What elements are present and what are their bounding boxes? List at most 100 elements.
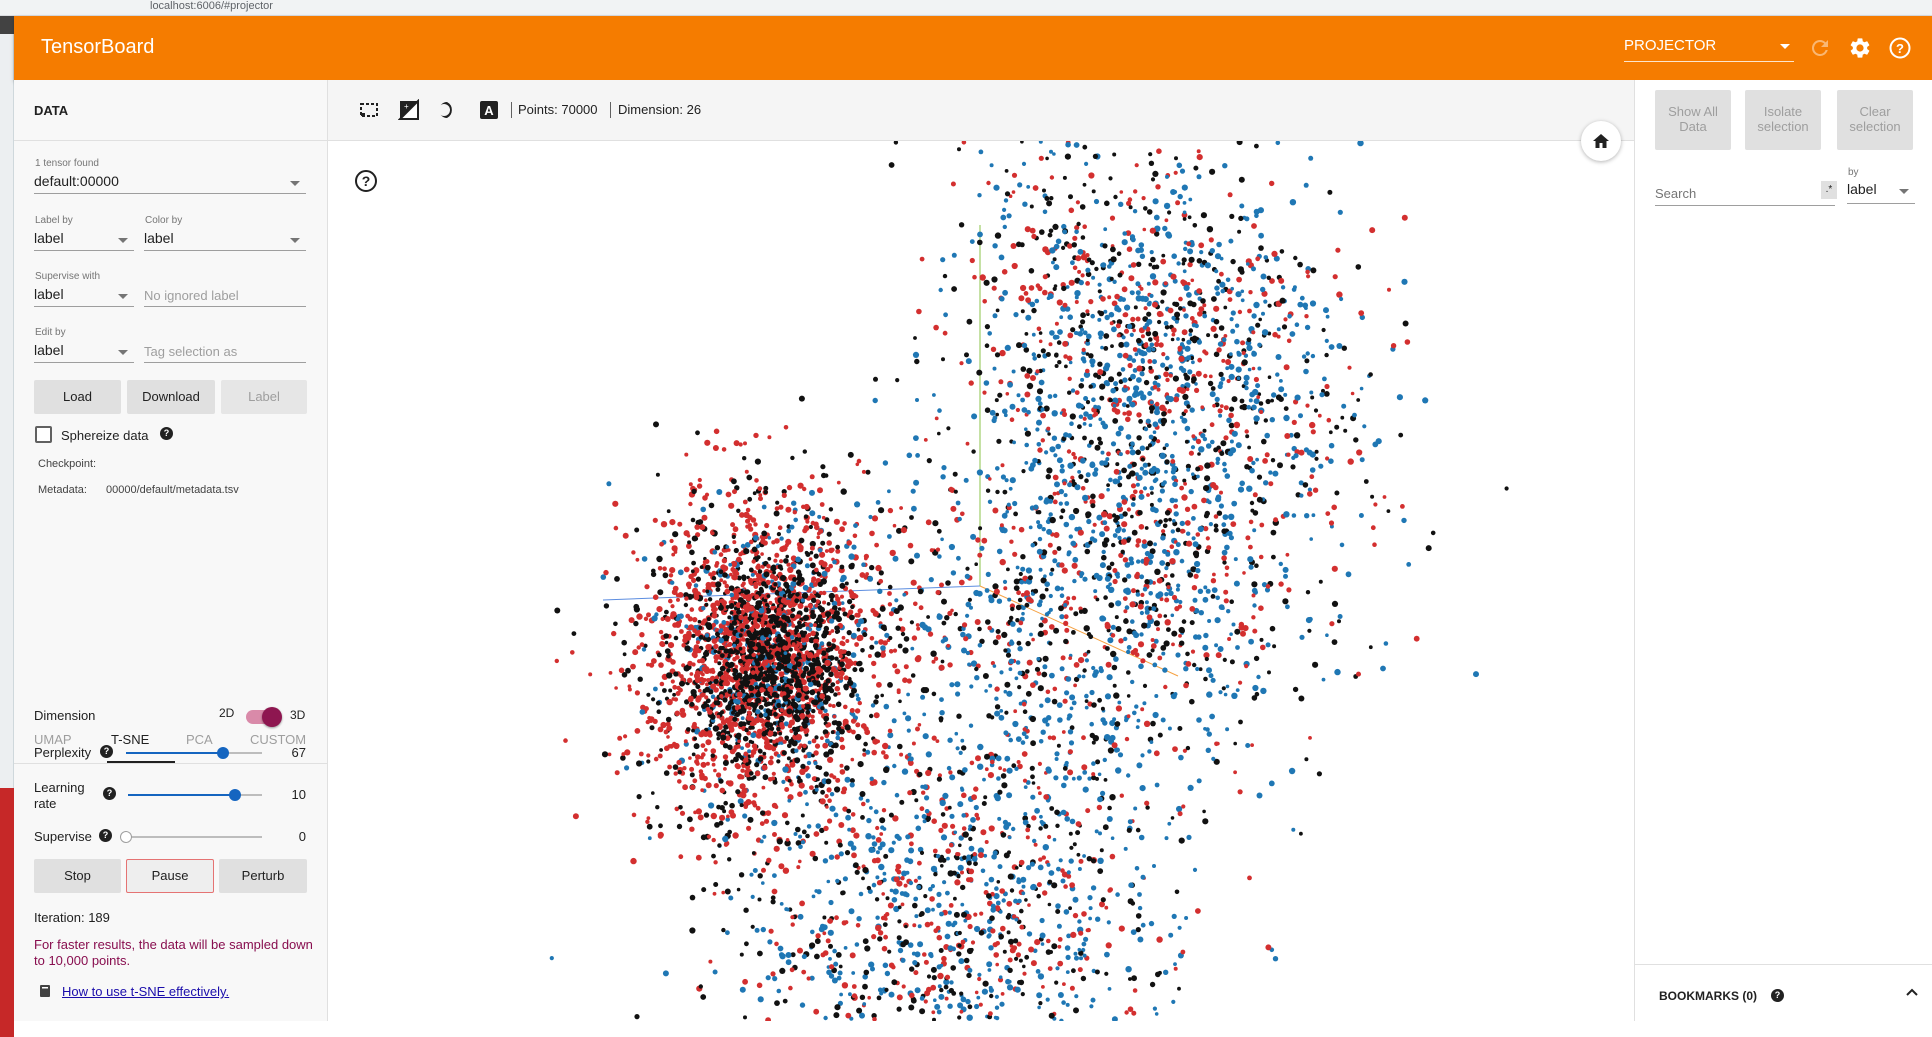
embedding-point[interactable] [899, 800, 904, 805]
embedding-point[interactable] [1405, 339, 1411, 345]
embedding-point[interactable] [1039, 568, 1043, 572]
embedding-point[interactable] [767, 557, 771, 561]
embedding-point[interactable] [1150, 228, 1156, 234]
embedding-point[interactable] [1225, 566, 1230, 571]
embedding-point[interactable] [875, 651, 881, 657]
embedding-point[interactable] [1196, 371, 1202, 377]
embedding-point[interactable] [1126, 404, 1130, 408]
embedding-point[interactable] [631, 550, 635, 554]
embedding-point[interactable] [722, 565, 728, 571]
embedding-point[interactable] [646, 612, 651, 617]
embedding-point[interactable] [1128, 363, 1133, 368]
embedding-point[interactable] [1026, 567, 1032, 573]
embedding-point[interactable] [833, 692, 837, 696]
embedding-point[interactable] [954, 681, 960, 687]
embedding-point[interactable] [1082, 495, 1088, 501]
embedding-point[interactable] [1100, 263, 1105, 268]
embedding-point[interactable] [1329, 430, 1333, 434]
embedding-point[interactable] [772, 832, 777, 837]
embedding-point[interactable] [815, 788, 819, 792]
embedding-point[interactable] [692, 778, 697, 783]
embedding-point[interactable] [718, 638, 724, 644]
embedding-point[interactable] [1079, 280, 1084, 285]
tab-tsne[interactable]: T-SNE [111, 732, 149, 747]
embedding-point[interactable] [821, 633, 827, 639]
embedding-point[interactable] [1211, 386, 1216, 391]
embedding-point[interactable] [1082, 577, 1087, 582]
embedding-point[interactable] [1214, 285, 1219, 290]
embedding-point[interactable] [1229, 214, 1234, 219]
embedding-point[interactable] [703, 651, 709, 657]
embedding-point[interactable] [868, 654, 872, 658]
embedding-point[interactable] [1151, 348, 1155, 352]
embedding-point[interactable] [1159, 560, 1165, 566]
embedding-point[interactable] [753, 803, 758, 808]
embedding-point[interactable] [797, 614, 801, 618]
embedding-point[interactable] [1007, 503, 1011, 507]
embedding-point[interactable] [913, 435, 919, 441]
embedding-point[interactable] [745, 762, 749, 766]
embedding-point[interactable] [1061, 783, 1067, 789]
embedding-point[interactable] [759, 589, 764, 594]
embedding-point[interactable] [1164, 203, 1170, 209]
embedding-point[interactable] [1192, 336, 1197, 341]
embedding-point[interactable] [1214, 524, 1219, 529]
embedding-point[interactable] [1283, 415, 1289, 421]
embedding-point[interactable] [1130, 290, 1134, 294]
embedding-point[interactable] [672, 742, 676, 746]
embedding-point[interactable] [777, 686, 783, 692]
embedding-point[interactable] [1197, 154, 1203, 160]
embedding-point[interactable] [1045, 588, 1049, 592]
embedding-point[interactable] [911, 489, 916, 494]
embedding-point[interactable] [1284, 433, 1290, 439]
embedding-point[interactable] [678, 805, 683, 810]
embedding-point[interactable] [762, 676, 768, 682]
embedding-point[interactable] [990, 163, 994, 167]
embedding-point[interactable] [1219, 372, 1224, 377]
embedding-point[interactable] [1025, 669, 1030, 674]
embedding-point[interactable] [913, 336, 917, 340]
embedding-point[interactable] [1070, 260, 1075, 265]
embedding-point[interactable] [727, 689, 732, 694]
embedding-point[interactable] [817, 691, 821, 695]
embedding-point[interactable] [1294, 432, 1300, 438]
embedding-point[interactable] [1307, 629, 1311, 633]
embedding-point[interactable] [1179, 486, 1184, 491]
embedding-point[interactable] [1372, 542, 1377, 547]
embedding-point[interactable] [1214, 269, 1218, 273]
embedding-point[interactable] [1401, 279, 1407, 285]
embedding-point[interactable] [899, 618, 903, 622]
embedding-point[interactable] [1165, 836, 1169, 840]
embedding-point[interactable] [757, 486, 762, 491]
embedding-point[interactable] [787, 567, 793, 573]
embedding-point[interactable] [772, 571, 776, 575]
embedding-point[interactable] [782, 703, 786, 707]
embedding-point[interactable] [1010, 417, 1015, 422]
embedding-point[interactable] [771, 747, 776, 752]
embedding-point[interactable] [753, 621, 757, 625]
embedding-point[interactable] [1078, 249, 1084, 255]
embedding-point[interactable] [1183, 247, 1187, 251]
embedding-point[interactable] [751, 670, 756, 675]
embedding-point[interactable] [855, 734, 861, 740]
embedding-point[interactable] [1312, 662, 1318, 668]
embedding-point[interactable] [786, 529, 791, 534]
embedding-point[interactable] [691, 634, 695, 638]
embedding-point[interactable] [1401, 518, 1406, 523]
embedding-point[interactable] [736, 699, 741, 704]
embedding-point[interactable] [1191, 650, 1195, 654]
embedding-point[interactable] [779, 665, 783, 669]
embedding-point[interactable] [820, 790, 825, 795]
embedding-point[interactable] [1052, 699, 1058, 705]
embedding-point[interactable] [1255, 256, 1260, 261]
embedding-point[interactable] [698, 626, 702, 630]
embedding-point[interactable] [855, 708, 860, 713]
embedding-point[interactable] [1196, 532, 1201, 537]
browser-url[interactable]: localhost:6006/#projector [150, 0, 273, 12]
embedding-point[interactable] [765, 810, 771, 816]
embedding-point[interactable] [771, 674, 777, 680]
embedding-point[interactable] [1049, 196, 1053, 200]
embedding-point[interactable] [740, 756, 744, 760]
embedding-point[interactable] [1178, 297, 1183, 302]
embedding-point[interactable] [555, 659, 559, 663]
